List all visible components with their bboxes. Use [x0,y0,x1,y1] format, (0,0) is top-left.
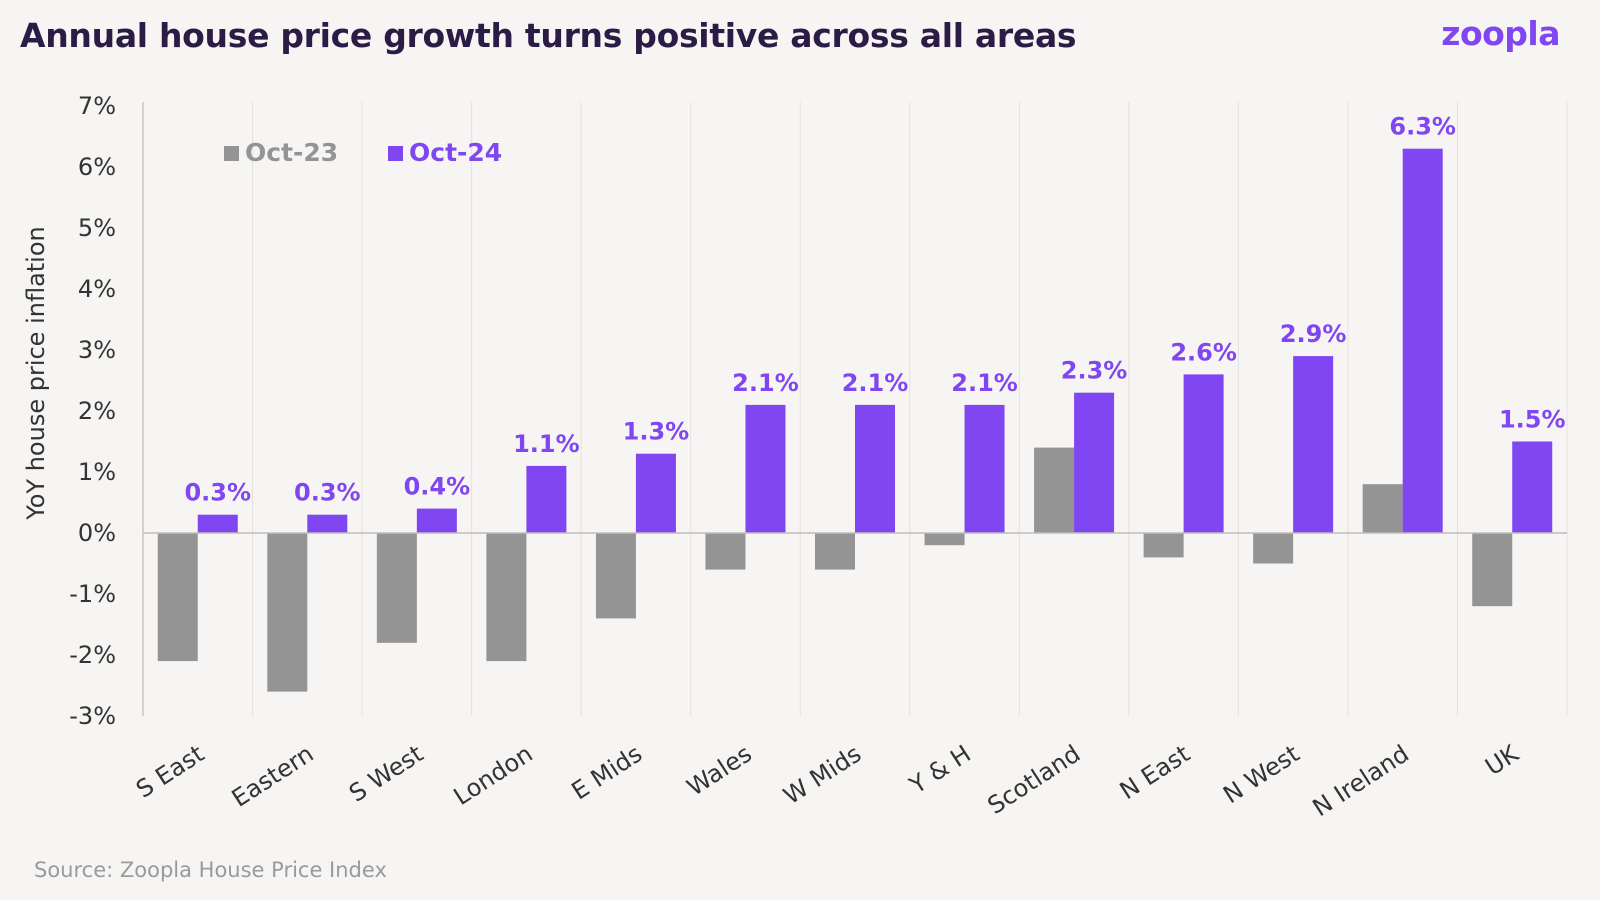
bar-oct-23 [815,533,855,570]
x-category-label: N Ireland [1308,740,1414,823]
bar-oct-23 [376,533,417,643]
source-note: Source: Zoopla House Price Index [34,858,387,882]
x-category-label: N East [1115,740,1195,806]
bar-oct-24 [197,514,238,533]
data-label: 2.1% [951,369,1018,397]
bar-oct-23 [1362,484,1403,533]
bar-oct-24 [1183,374,1224,533]
data-label: 2.6% [1170,338,1237,366]
y-tick-label: 4% [78,275,116,303]
y-tick-label: 3% [78,336,116,364]
x-category-label: UK [1480,739,1524,781]
bar-oct-23 [1253,533,1294,564]
bar-oct-24 [307,514,348,533]
y-tick-label: 0% [78,519,116,547]
zoopla-logo: zoopla [1441,14,1560,53]
bar-oct-24 [1512,441,1553,533]
y-tick-label: -2% [69,641,116,669]
bar-oct-24 [635,453,676,533]
data-label: 1.1% [513,430,580,458]
x-category-label: S East [131,740,209,804]
legend-swatch-oct-24 [388,146,403,161]
legend-label-oct-24: Oct-24 [409,138,502,167]
data-label: 6.3% [1389,113,1456,141]
bar-oct-24 [1402,148,1443,533]
y-tick-label: 6% [78,153,116,181]
x-category-label: Wales [682,740,757,802]
bar-chart: -3% -2% -1% 0% 1% 2% 3% 4% 5% 6% 7% YoY house price… [22,92,1568,823]
bar-oct-24 [964,404,1005,533]
x-category-label: London [449,740,538,811]
x-category-label: S West [344,740,428,808]
bar-oct-24 [1293,356,1334,533]
bar-oct-24 [416,508,457,533]
x-category-label: W Mids [778,740,866,811]
bar-oct-23 [1034,447,1075,533]
x-category-label: Eastern [227,740,319,813]
bar-oct-23 [267,533,308,692]
y-tick-label: -3% [69,702,116,730]
x-category-label: N West [1218,740,1304,810]
bar-oct-23 [705,533,746,570]
bar-oct-24 [526,465,567,533]
bar-oct-23 [924,533,965,546]
y-tick-label: 5% [78,214,116,242]
data-label: 0.3% [184,479,251,507]
y-axis-label: YoY house price inflation [22,226,50,520]
y-tick-label: 7% [78,92,116,120]
bar-oct-24 [855,404,895,533]
data-label: 0.3% [294,479,361,507]
y-tick-label: -1% [69,580,116,608]
bar-oct-23 [1143,533,1184,558]
x-category-label: E Mids [567,740,648,806]
bar-oct-23 [1472,533,1513,607]
data-label: 1.5% [1499,406,1566,434]
y-tick-label: 2% [78,397,116,425]
bar-oct-24 [1074,392,1115,533]
bar-oct-23 [595,533,636,619]
data-label: 2.3% [1061,357,1128,385]
legend-label-oct-23: Oct-23 [245,138,338,167]
data-label: 1.3% [623,418,690,446]
x-category-label: Scotland [983,740,1086,820]
x-category-label: Y & H [904,740,976,800]
y-tick-label: 1% [78,458,116,486]
data-label: 2.1% [732,369,799,397]
data-label: 0.4% [404,473,471,501]
data-label: 2.1% [842,369,909,397]
chart-title: Annual house price growth turns positive… [20,16,1077,55]
bar-oct-23 [157,533,198,662]
bar-oct-24 [745,404,786,533]
legend-swatch-oct-23 [224,146,239,161]
bar-oct-23 [486,533,527,662]
data-label: 2.9% [1280,320,1347,348]
